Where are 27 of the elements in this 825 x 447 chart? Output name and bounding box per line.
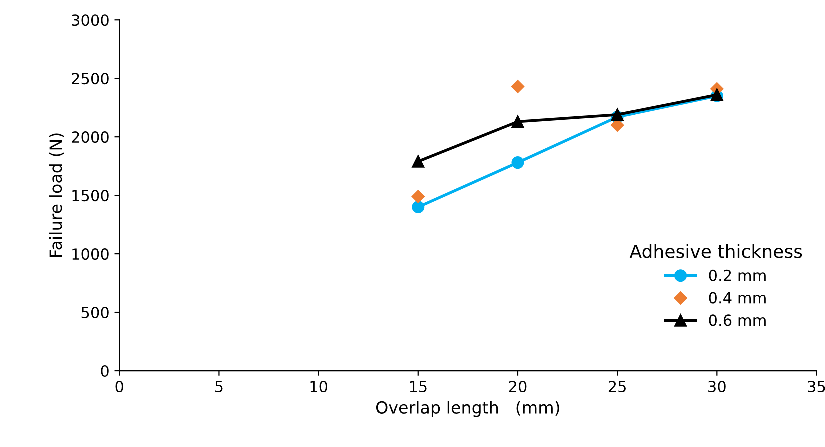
x-axis-title: Overlap length (mm): [376, 401, 560, 418]
point: [412, 155, 425, 168]
y-tick-label: 2000: [72, 132, 109, 144]
legend-label: 0.6 mm: [709, 314, 766, 326]
point: [511, 80, 525, 94]
legend-label: 0.4 mm: [709, 292, 766, 304]
x-tick-label: 30: [708, 381, 726, 393]
y-tick-label: 0: [101, 365, 109, 378]
x-tick-label: 15: [410, 381, 427, 393]
y-tick-label: 1000: [72, 248, 109, 260]
point: [512, 116, 524, 128]
legend-label: 0.2 mm: [709, 270, 766, 282]
point: [512, 156, 524, 170]
y-tick-label: 500: [82, 306, 109, 319]
x-tick-label: 35: [808, 381, 825, 393]
point: [412, 190, 425, 204]
x-tick-label: 5: [216, 381, 223, 393]
y-tick-label: 2500: [72, 73, 109, 85]
y-tick-label: 3000: [72, 14, 109, 26]
x-tick-label: 0: [116, 381, 124, 393]
y-tick-label: 1500: [72, 190, 109, 202]
x-tick-label: 25: [608, 381, 626, 393]
point: [412, 201, 425, 214]
y-axis-title: Failure load (N): [49, 134, 64, 258]
legend-title: Adhesive thickness: [630, 244, 802, 258]
x-tick-label: 20: [509, 381, 527, 393]
x-tick-label: 10: [310, 381, 328, 393]
